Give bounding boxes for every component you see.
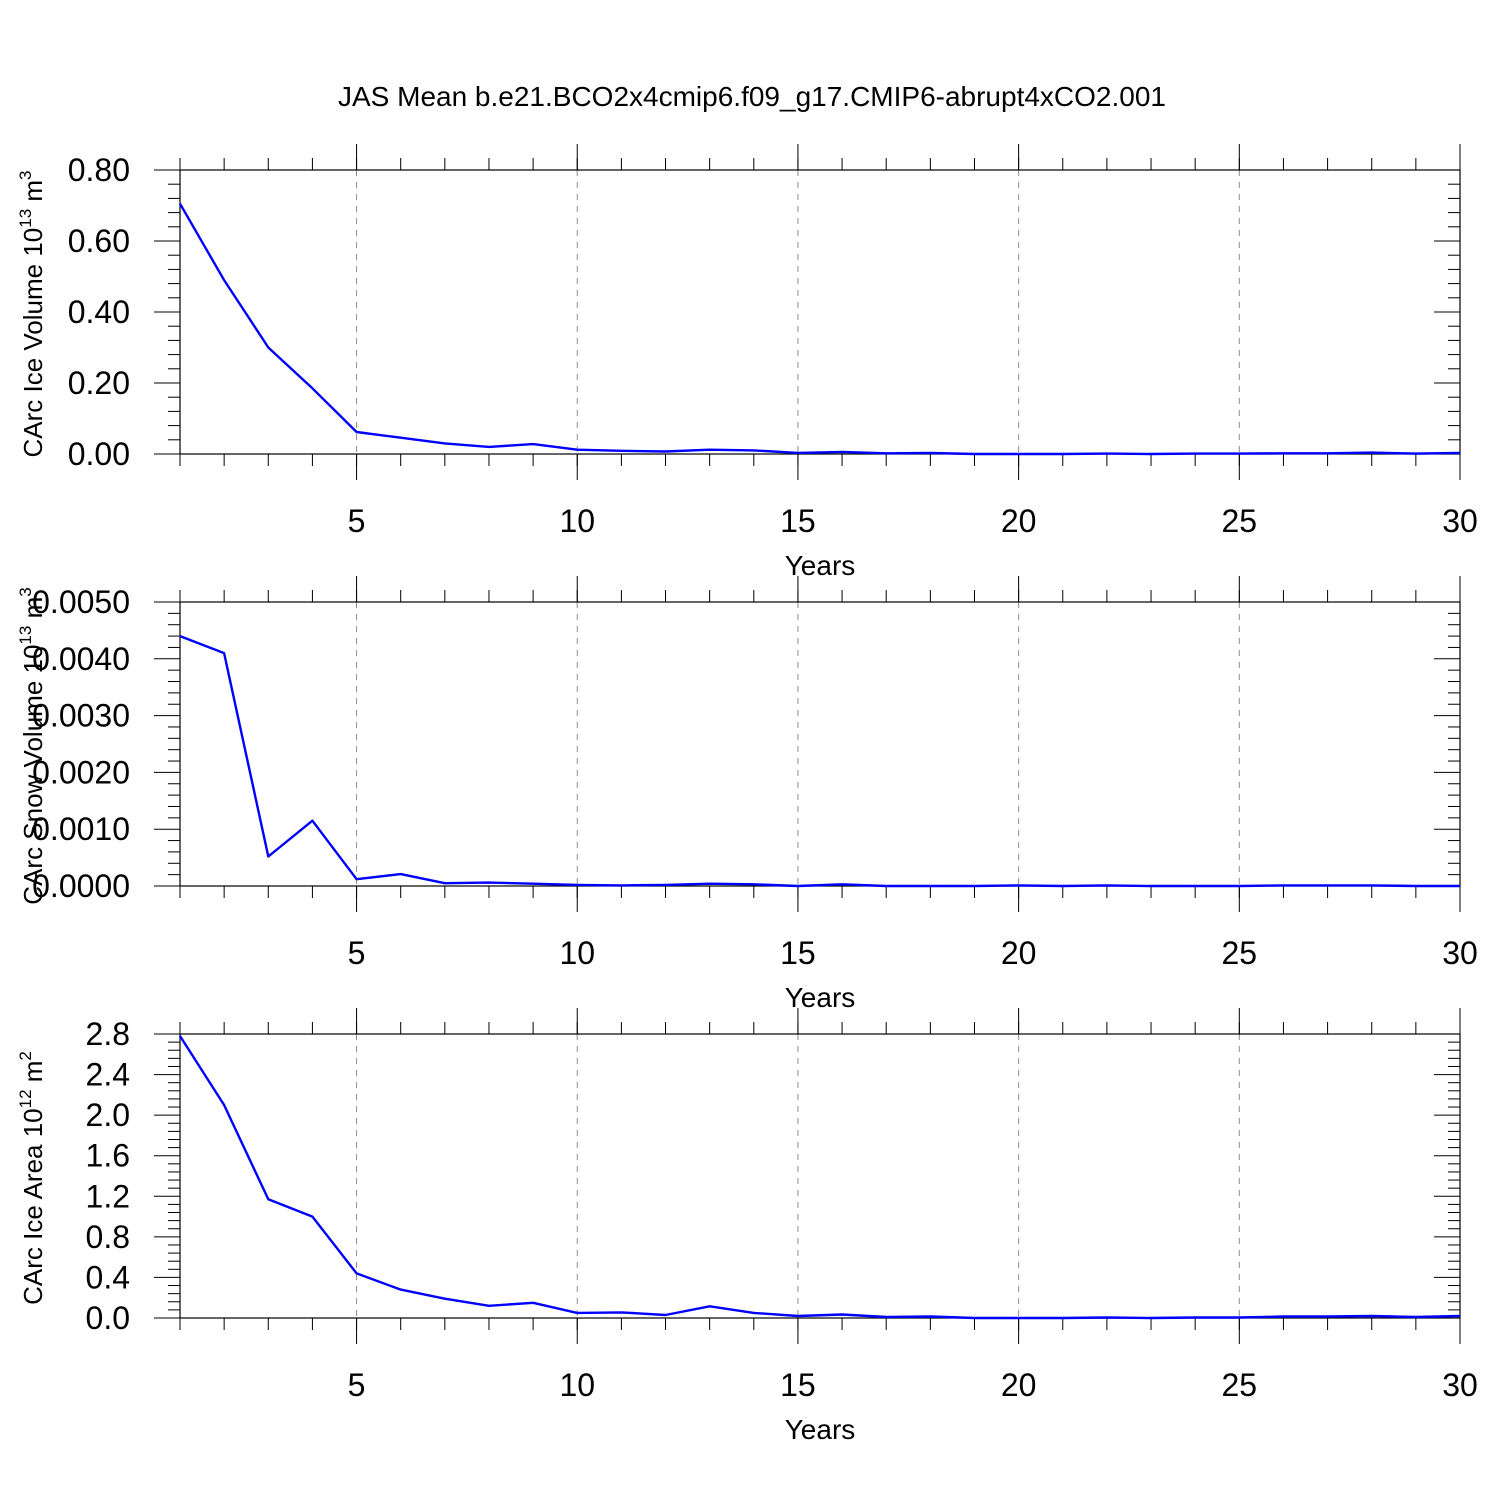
y-tick-label: 0.0030 (32, 698, 130, 734)
y-tick-label: 0.0020 (32, 754, 130, 790)
y-tick-label: 0.0 (86, 1300, 130, 1336)
x-tick-label: 30 (1442, 503, 1478, 539)
y-tick-label: 0.0040 (32, 641, 130, 677)
y-tick-label: 0.40 (68, 294, 130, 330)
plot-frame (179, 169, 1461, 455)
figure-title: JAS Mean b.e21.BCO2x4cmip6.f09_g17.CMIP6… (338, 81, 1166, 112)
x-tick-label: 25 (1222, 503, 1258, 539)
x-tick-label: 10 (559, 935, 595, 971)
plot-frame (179, 1033, 1461, 1319)
plot-frame (179, 601, 1461, 887)
y-axis-label: CArc Snow Volume 1013 m3 (16, 587, 48, 904)
y-tick-label: 0.60 (68, 223, 130, 259)
y-tick-label: 1.2 (86, 1178, 130, 1214)
y-tick-label: 0.0050 (32, 584, 130, 620)
series-line (178, 203, 1461, 456)
series-line (178, 1035, 1461, 1320)
x-tick-label: 15 (780, 935, 816, 971)
x-tick-label: 5 (348, 503, 366, 539)
x-tick-label: 5 (348, 935, 366, 971)
y-tick-label: 0.00 (68, 436, 130, 472)
y-tick-label: 2.4 (86, 1057, 130, 1093)
chart-ice-area: 5 10 15 20 25 30 0.0 0.4 0.8 1.2 1.6 2.0 2.4 2.8 Years… (16, 1008, 1478, 1445)
x-tick-label: 20 (1001, 1367, 1037, 1403)
x-tick-label: 20 (1001, 503, 1037, 539)
y-tick-label: 0.0000 (32, 868, 130, 904)
y-tick-label: 1.6 (86, 1138, 130, 1174)
x-axis-label: Years (785, 982, 856, 1013)
x-tick-label: 10 (559, 1367, 595, 1403)
chart-ice-volume: 5 10 15 20 25 30 0.00 0.20 0.40 0.60 0.80 Years CArc… (16, 144, 1478, 581)
x-tick-label: 10 (559, 503, 595, 539)
y-tick-label: 2.8 (86, 1016, 130, 1052)
x-tick-label: 15 (780, 1367, 816, 1403)
y-tick-label: 0.8 (86, 1219, 130, 1255)
series-line (179, 634, 1460, 888)
chart-snow-volume: 5 10 15 20 25 30 0.0000 0.0010 0.0020 0.0030 0.004… (16, 576, 1478, 1013)
x-axis-label: Years (785, 1414, 856, 1445)
x-tick-label: 30 (1442, 1367, 1478, 1403)
y-axis-label: CArc Ice Area 1012 m2 (16, 1051, 48, 1305)
y-tick-label: 2.0 (86, 1097, 130, 1133)
x-tick-label: 30 (1442, 935, 1478, 971)
y-axis-label: CArc Ice Volume 1013 m3 (16, 170, 48, 457)
x-tick-label: 15 (780, 503, 816, 539)
x-axis-label: Years (785, 550, 856, 581)
y-tick-label: 0.80 (68, 152, 130, 188)
x-tick-label: 25 (1222, 935, 1258, 971)
y-tick-label: 0.0010 (32, 811, 130, 847)
y-tick-label: 0.4 (86, 1259, 130, 1295)
x-tick-label: 5 (348, 1367, 366, 1403)
x-tick-label: 20 (1001, 935, 1037, 971)
x-tick-label: 25 (1222, 1367, 1258, 1403)
y-tick-label: 0.20 (68, 365, 130, 401)
